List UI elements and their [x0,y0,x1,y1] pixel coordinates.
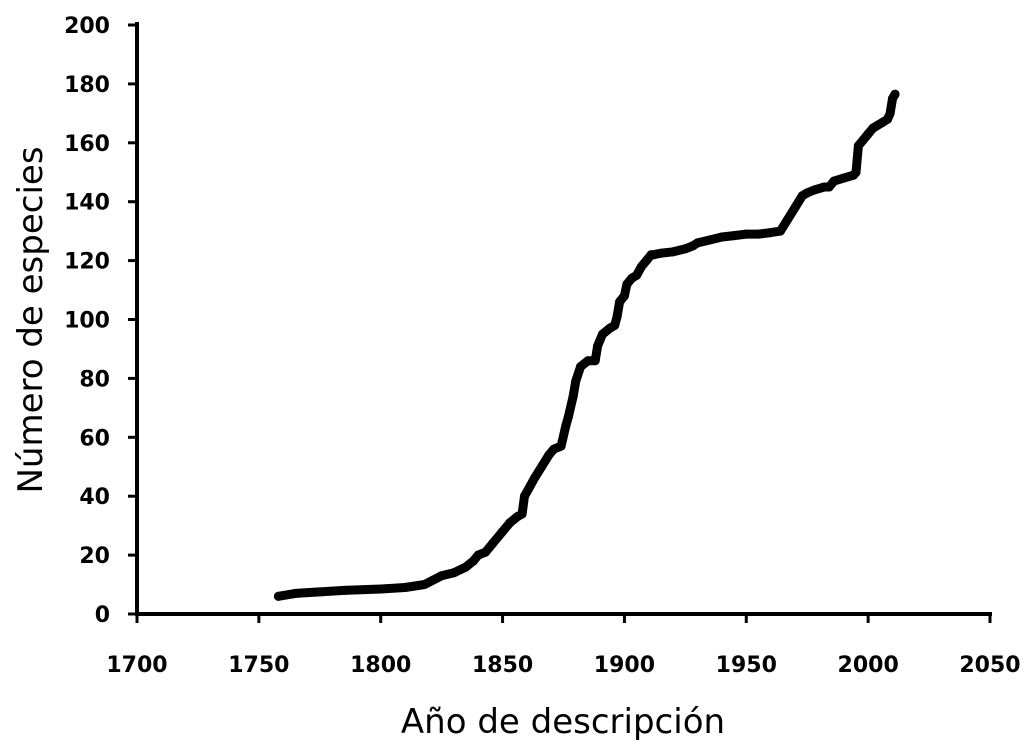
data-point [524,482,534,492]
y-tick-label: 160 [64,132,110,157]
data-point [649,250,659,260]
y-tick-label: 140 [64,191,110,216]
data-point [468,556,478,566]
data-point [376,584,386,594]
data-point [668,247,678,257]
x-tick-label: 1900 [594,653,655,678]
data-point [783,214,793,224]
data-point [537,462,547,472]
y-tick-label: 20 [79,544,110,569]
data-point [505,518,515,528]
data-point [563,412,573,422]
y-tick-label: 80 [79,367,110,392]
data-point [561,421,571,430]
data-point [632,270,642,280]
data-point [717,232,727,242]
data-point [583,356,593,366]
data-point [610,320,620,330]
x-tick-label: 1700 [106,653,167,678]
data-point [461,562,471,572]
data-point [556,441,566,451]
data-point [437,571,447,581]
data-point [612,312,622,322]
data-point [273,591,283,601]
data-point [571,376,581,386]
y-tick-label: 40 [79,485,110,510]
data-point [863,129,873,139]
data-point [473,550,483,560]
data-point [851,167,861,177]
data-point [802,188,812,198]
y-tick-label: 0 [95,603,110,628]
data-point [520,491,529,501]
data-point [598,329,607,339]
x-tick-label: 1750 [228,653,289,678]
y-tick-label: 60 [79,426,110,451]
data-point [754,229,763,239]
data-point [568,391,578,401]
x-axis-title: Año de descripción [401,702,725,741]
data-point [810,185,819,195]
data-point [637,262,646,271]
data-point [339,585,349,595]
data-point [315,587,325,597]
data-point [824,182,834,192]
data-point [680,244,690,254]
y-tick-label: 120 [64,250,110,275]
data-point [619,291,629,301]
x-tick-label: 1800 [350,653,411,678]
x-tick-label: 1950 [716,653,777,678]
data-point [593,341,603,351]
data-point [420,580,430,589]
data-point [741,229,751,239]
data-point [839,173,849,183]
data-point [766,228,776,238]
data-point [498,527,508,536]
data-point [576,362,586,372]
y-tick-label: 100 [64,309,110,334]
y-axis-title: Número de especies [11,146,51,493]
data-point [549,444,559,454]
data-point [656,248,666,258]
data-point [729,231,739,241]
y-tick-label: 180 [64,73,110,98]
data-point [481,547,490,557]
data-point [488,538,498,548]
data-point [705,235,715,245]
data-point [449,568,459,578]
x-tick-label: 2000 [838,653,899,678]
data-point [885,108,895,118]
data-point [400,583,410,592]
plot-area: 0 20 40 60 80 100 120 140 160 180 200 1700 1750 1800 1… [64,14,1021,678]
data-point [544,450,554,460]
x-tick-label: 2050 [959,653,1020,678]
data-point [829,176,839,186]
data-point [590,356,600,366]
data-point [890,89,900,99]
data-point [290,588,300,598]
data-point [517,509,527,519]
series-line [273,89,900,601]
data-point [693,238,702,248]
y-tick-label: 200 [64,14,110,39]
x-tick-label: 1850 [472,653,533,678]
data-point [790,203,800,213]
data-point [529,474,539,483]
data-point [775,226,785,236]
